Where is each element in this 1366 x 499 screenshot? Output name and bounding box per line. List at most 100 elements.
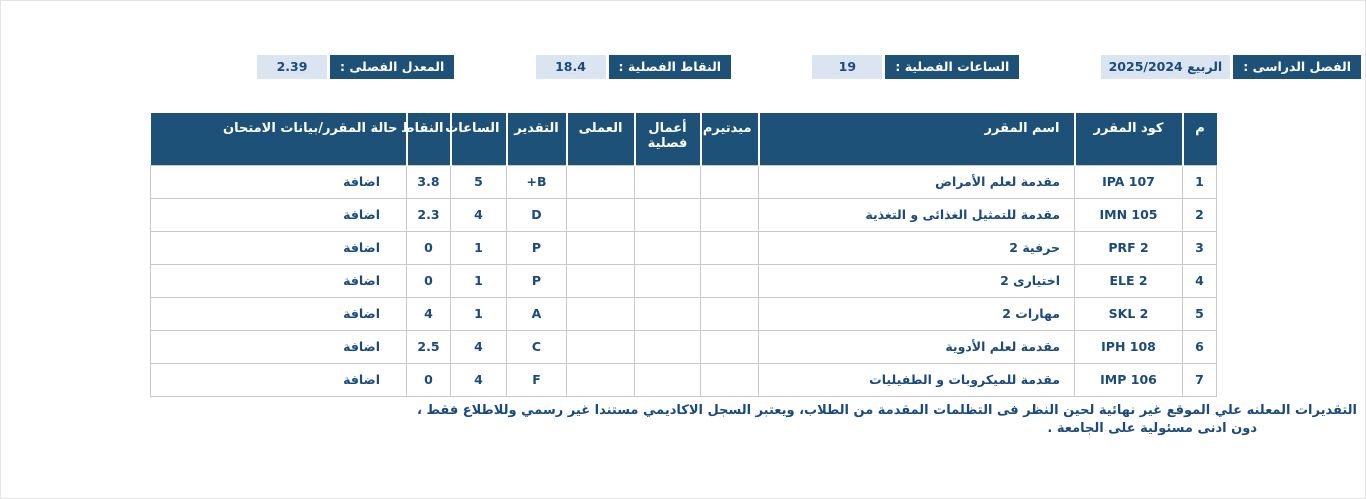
cell-points: 4 [406,296,451,331]
grades-table: م كود المقرر اسم المقرر ميدتيرم أعمال فص… [150,113,1217,397]
cell-midterm [700,362,759,397]
cell-practical [566,362,635,397]
table-row: 1 IPA 107 مقدمة لعلم الأمراض B+ 5 3.8 اض… [150,164,1217,199]
cell-course-name: مقدمة للميكروبات و الطفيليات [758,362,1075,397]
cell-hours: 5 [450,164,507,199]
cell-course-status: اضافة [150,362,407,397]
cell-course-code: SKL 2 [1074,296,1183,331]
cell-practical [566,197,635,232]
cell-course-status: اضافة [150,329,407,364]
disclaimer-line-1: التقديرات المعلنه علي الموقع غير نهائية … [417,403,1357,418]
table-row: 4 ELE 2 اختيارى 2 P 1 0 اضافة [150,263,1217,298]
cell-course-status: اضافة [150,296,407,331]
semester-badge: الفصل الدراسى : الربيع 2025/2024 [1100,55,1361,79]
cell-hours: 1 [450,230,507,265]
cell-hours: 1 [450,296,507,331]
cell-grade: B+ [506,164,567,199]
header-coursework: أعمال فصلية [633,113,701,165]
cell-index: 6 [1182,329,1217,364]
semester-hours-badge: الساعات الفصلية : 19 [812,55,1020,79]
header-index: م [1181,113,1217,165]
cell-points: 3.8 [406,164,451,199]
cell-course-status: اضافة [150,230,407,265]
cell-grade: C [506,329,567,364]
semester-points-badge: النقاط الفصلية : 18.4 [535,55,732,79]
cell-course-status: اضافة [150,197,407,232]
cell-course-code: IMP 106 [1074,362,1183,397]
cell-course-name: مقدمة لعلم الأدوية [758,329,1075,364]
cell-grade: F [506,362,567,397]
cell-coursework [634,296,701,331]
disclaimer-note: التقديرات المعلنه علي الموقع غير نهائية … [9,402,1357,437]
semester-gpa-badge: المعدل الفصلى : 2.39 [257,55,455,79]
cell-points: 0 [406,230,451,265]
cell-midterm [700,230,759,265]
cell-points: 0 [406,362,451,397]
semester-value: الربيع 2025/2024 [1100,55,1231,79]
cell-course-status: اضافة [150,164,407,199]
cell-midterm [700,329,759,364]
cell-coursework [634,164,701,199]
cell-practical [566,230,635,265]
cell-midterm [700,263,759,298]
semester-hours-value: 19 [812,55,883,79]
header-midterm: ميدتيرم [699,113,759,165]
semester-points-label: النقاط الفصلية : [608,55,732,79]
cell-midterm [700,164,759,199]
grades-table-header: م كود المقرر اسم المقرر ميدتيرم أعمال فص… [150,113,1217,165]
cell-practical [566,164,635,199]
cell-coursework [634,329,701,364]
cell-index: 2 [1182,197,1217,232]
cell-course-code: PRF 2 [1074,230,1183,265]
cell-course-name: اختيارى 2 [758,263,1075,298]
cell-grade: P [506,230,567,265]
cell-coursework [634,230,701,265]
cell-course-name: حرفية 2 [758,230,1075,265]
semester-summary-bar: الفصل الدراسى : الربيع 2025/2024 الساعات… [257,55,1361,79]
cell-index: 3 [1182,230,1217,265]
cell-midterm [700,296,759,331]
cell-course-code: ELE 2 [1074,263,1183,298]
cell-hours: 1 [450,263,507,298]
cell-grade: A [506,296,567,331]
cell-course-name: مقدمة لعلم الأمراض [758,164,1075,199]
semester-gpa-value: 2.39 [257,55,328,79]
cell-coursework [634,197,701,232]
cell-course-code: IPH 108 [1074,329,1183,364]
table-row: 3 PRF 2 حرفية 2 P 1 0 اضافة [150,230,1217,265]
table-row: 5 SKL 2 مهارات 2 A 1 4 اضافة [150,296,1217,331]
cell-practical [566,329,635,364]
semester-hours-label: الساعات الفصلية : [885,55,1020,79]
cell-practical [566,296,635,331]
cell-index: 5 [1182,296,1217,331]
table-row: 7 IMP 106 مقدمة للميكروبات و الطفيليات F… [150,362,1217,397]
cell-course-name: مقدمة للتمثيل الغذائى و التغذية [758,197,1075,232]
cell-hours: 4 [450,197,507,232]
cell-course-code: IPA 107 [1074,164,1183,199]
semester-points-value: 18.4 [535,55,606,79]
cell-midterm [700,197,759,232]
cell-course-status: اضافة [150,263,407,298]
cell-index: 4 [1182,263,1217,298]
cell-grade: D [506,197,567,232]
cell-practical [566,263,635,298]
cell-hours: 4 [450,329,507,364]
header-grade: التقدير [505,113,567,165]
cell-points: 2.3 [406,197,451,232]
cell-coursework [634,362,701,397]
header-hours: الساعات [445,113,507,165]
header-course-status: حالة المقرر/بيانات الامتحان [150,113,407,165]
cell-course-code: IMN 105 [1074,197,1183,232]
table-row: 6 IPH 108 مقدمة لعلم الأدوية C 4 2.5 اضا… [150,329,1217,364]
cell-points: 2.5 [406,329,451,364]
cell-index: 7 [1182,362,1217,397]
header-course-code: كود المقرر [1073,113,1183,165]
cell-course-name: مهارات 2 [758,296,1075,331]
cell-index: 1 [1182,164,1217,199]
table-row: 2 IMN 105 مقدمة للتمثيل الغذائى و التغذي… [150,197,1217,232]
header-practical: العملى [565,113,635,165]
header-course-name: اسم المقرر [757,113,1075,165]
cell-grade: P [506,263,567,298]
cell-points: 0 [406,263,451,298]
